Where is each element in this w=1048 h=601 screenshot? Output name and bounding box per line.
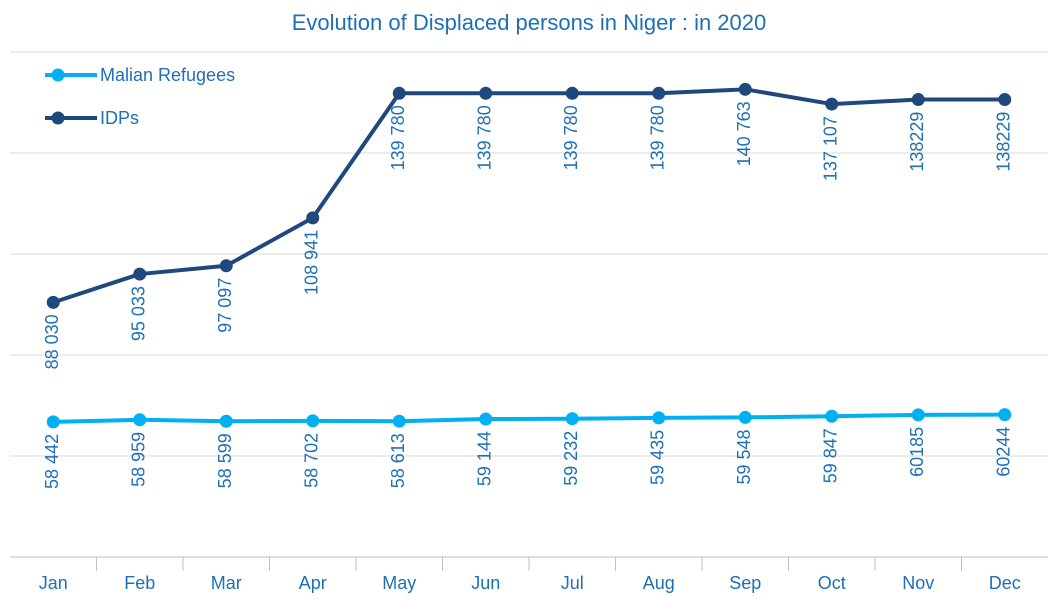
point [306,211,320,225]
data-label: 139 780 [388,105,408,170]
point [652,86,666,100]
point [479,412,493,426]
x-tick-label: Mar [211,573,242,593]
point [998,408,1012,422]
point [479,86,493,100]
point [825,97,839,111]
data-label: 95 033 [129,286,149,341]
x-tick-label: Dec [989,573,1021,593]
data-label: 58 442 [42,434,62,489]
point [738,410,752,424]
data-label: 138229 [994,112,1014,172]
series-line [53,412,1005,424]
data-label: 58 599 [215,433,235,488]
data-label: 60244 [994,427,1014,477]
point [565,86,579,100]
legend-marker [51,111,65,125]
point [998,93,1012,107]
data-label: 138229 [907,112,927,172]
point [652,411,666,425]
data-label: 88 030 [42,314,62,369]
series-line [52,87,1005,305]
data-label: 140 763 [734,101,754,166]
point [738,82,752,96]
x-tick-label: Apr [299,573,327,593]
data-label: 60185 [907,427,927,477]
x-tick-label: Aug [643,573,675,593]
point [306,414,320,428]
data-label: 139 780 [475,105,495,170]
legend-label: Malian Refugees [100,65,235,85]
point [219,259,233,273]
data-label: 139 780 [648,105,668,170]
x-tick-label: Jan [39,573,68,593]
x-tick-label: May [382,573,416,593]
point [392,86,406,100]
data-label: 59 847 [821,428,841,483]
data-label: 59 435 [648,430,668,485]
point [46,415,60,429]
data-label: 59 232 [561,431,581,486]
chart-title: Evolution of Displaced persons in Niger … [292,10,767,35]
x-tick-label: Feb [124,573,155,593]
legend-marker [51,68,65,82]
point [911,93,925,107]
point [565,412,579,426]
data-label: 137 107 [821,116,841,181]
data-label: 97 097 [215,278,235,333]
x-tick-label: Jun [471,573,500,593]
data-label: 59 144 [475,431,495,486]
x-tick-label: Jul [561,573,584,593]
data-label: 59 548 [734,429,754,484]
x-tick-label: Nov [902,573,934,593]
point [392,414,406,428]
x-tick-label: Sep [729,573,761,593]
point [219,414,233,428]
legend-label: IDPs [100,108,139,128]
data-label: 58 702 [302,433,322,488]
point [46,295,60,309]
data-label: 139 780 [561,105,581,170]
x-tick-label: Oct [818,573,846,593]
point [825,409,839,423]
data-label: 58 959 [129,432,149,487]
point [911,408,925,422]
data-label: 108 941 [302,230,322,295]
point [133,413,147,427]
data-label: 58 613 [388,433,408,488]
point [133,267,147,281]
